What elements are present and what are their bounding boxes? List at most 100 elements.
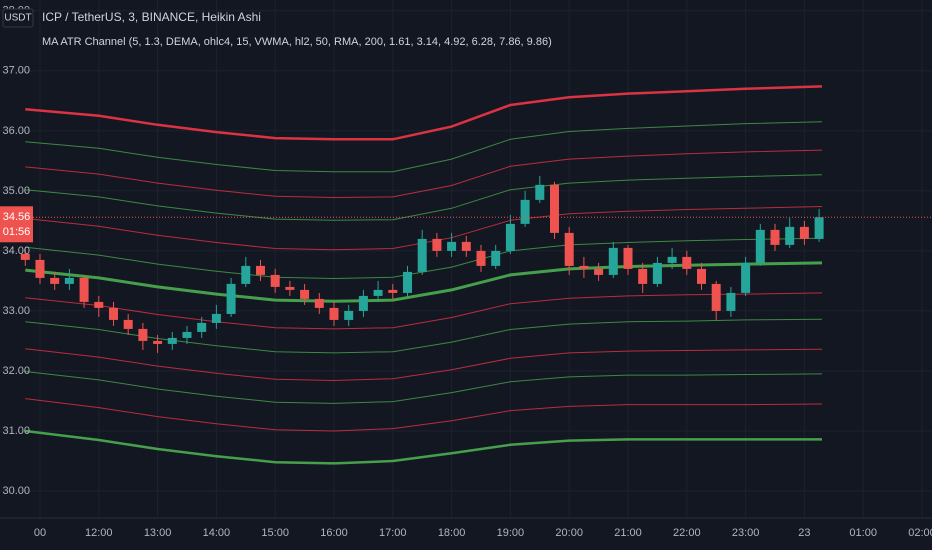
candle-body: [20, 253, 30, 260]
candle-body: [35, 259, 45, 278]
candle-body: [711, 283, 721, 311]
channel-line: [25, 292, 823, 330]
candle-body: [785, 226, 795, 245]
chart-subtitle: MA ATR Channel (5, 1.3, DEMA, ohlc4, 15,…: [42, 36, 552, 48]
channel-line: [25, 348, 823, 382]
candle-body: [344, 310, 354, 320]
candle-body: [182, 331, 192, 338]
channel-line: [25, 318, 823, 354]
candle-body: [402, 271, 412, 293]
candle-body: [726, 292, 736, 311]
candle-body: [491, 250, 501, 266]
currency-label: USDT: [4, 13, 31, 24]
candle-body: [226, 283, 236, 314]
y-tick-label: 34.00: [2, 245, 30, 257]
candle-body: [623, 247, 633, 269]
x-tick-label: 23:00: [732, 527, 760, 539]
x-tick-label: 00: [34, 527, 46, 539]
x-tick-label: 19:00: [497, 527, 525, 539]
channel-line: [25, 429, 822, 465]
candle-body: [741, 262, 751, 293]
candle-body: [549, 184, 559, 233]
x-tick-label: 14:00: [203, 527, 231, 539]
candle-body: [64, 277, 74, 284]
candle-body: [476, 250, 486, 266]
channel-line: [25, 149, 823, 199]
x-tick-label: 01:00: [849, 527, 877, 539]
x-tick-label: 20:00: [555, 527, 583, 539]
last-price-label: 34.56: [3, 211, 31, 223]
channel-line: [25, 398, 823, 432]
y-tick-label: 31.00: [2, 425, 30, 437]
candle-body: [799, 226, 809, 239]
candle-body: [638, 268, 648, 284]
candle-body: [79, 277, 89, 302]
candle-body: [241, 265, 251, 284]
x-tick-label: 18:00: [438, 527, 466, 539]
y-tick-label: 37.00: [2, 65, 30, 77]
candle-body: [270, 274, 280, 287]
x-tick-label: 21:00: [614, 527, 642, 539]
channel-line: [25, 121, 823, 173]
y-tick-label: 33.00: [2, 305, 30, 317]
last-price-tag: [0, 206, 33, 243]
channel-line: [25, 174, 823, 221]
candle-body: [167, 337, 177, 344]
candle-body: [94, 301, 104, 308]
candle-body: [535, 184, 545, 200]
candle-body: [153, 340, 163, 344]
x-tick-label: 13:00: [144, 527, 172, 539]
candle-body: [285, 286, 295, 290]
candle-body: [211, 313, 221, 323]
candle-body: [770, 229, 780, 245]
candle-body: [814, 217, 824, 239]
currency-box: [2, 8, 34, 28]
candle-body: [197, 322, 207, 332]
candle-body: [652, 262, 662, 284]
candle-body: [432, 238, 442, 251]
candle-body: [461, 241, 471, 251]
x-tick-label: 22:00: [673, 527, 701, 539]
candle-body: [373, 289, 383, 296]
x-tick-label: 17:00: [379, 527, 407, 539]
candle-body: [314, 298, 324, 308]
x-tick-label: 02:00: [908, 527, 932, 539]
candle-body: [696, 268, 706, 284]
candle-body: [447, 241, 457, 251]
candle-body: [358, 295, 368, 311]
x-tick-label: 23: [798, 527, 810, 539]
candle-body: [388, 289, 398, 293]
candle-body: [329, 307, 339, 320]
channel-line: [25, 371, 823, 404]
candle-body: [123, 319, 133, 329]
candle-body: [667, 256, 677, 263]
x-tick-label: 12:00: [85, 527, 113, 539]
candle-body: [300, 289, 310, 299]
y-tick-label: 32.00: [2, 365, 30, 377]
candle-body: [564, 232, 574, 266]
y-tick-label: 36.00: [2, 125, 30, 137]
candle-body: [505, 223, 515, 251]
chart-title: ICP / TetherUS, 3, BINANCE, Heikin Ashi: [42, 10, 261, 24]
candle-body: [520, 199, 530, 224]
candle-body: [138, 328, 148, 341]
y-tick-label: 30.00: [2, 485, 30, 497]
channel-line: [25, 85, 823, 141]
candle-body: [755, 229, 765, 263]
candle-body: [594, 268, 604, 275]
countdown-label: 01:56: [3, 226, 31, 238]
x-tick-label: 15:00: [261, 527, 289, 539]
channel-line: [25, 261, 823, 303]
candle-body: [682, 256, 692, 269]
axes: 30.00 31.00 32.00 33.00 34.00 35.00 36.00 37.00…: [0, 5, 932, 539]
candle-body: [255, 265, 265, 275]
candle-body: [579, 265, 589, 269]
candle-body: [50, 277, 60, 284]
x-tick-label: 16:00: [320, 527, 348, 539]
candle-body: [608, 247, 618, 275]
grid: [0, 0, 932, 518]
y-tick-label: 35.00: [2, 185, 30, 197]
candle-body: [417, 238, 427, 272]
